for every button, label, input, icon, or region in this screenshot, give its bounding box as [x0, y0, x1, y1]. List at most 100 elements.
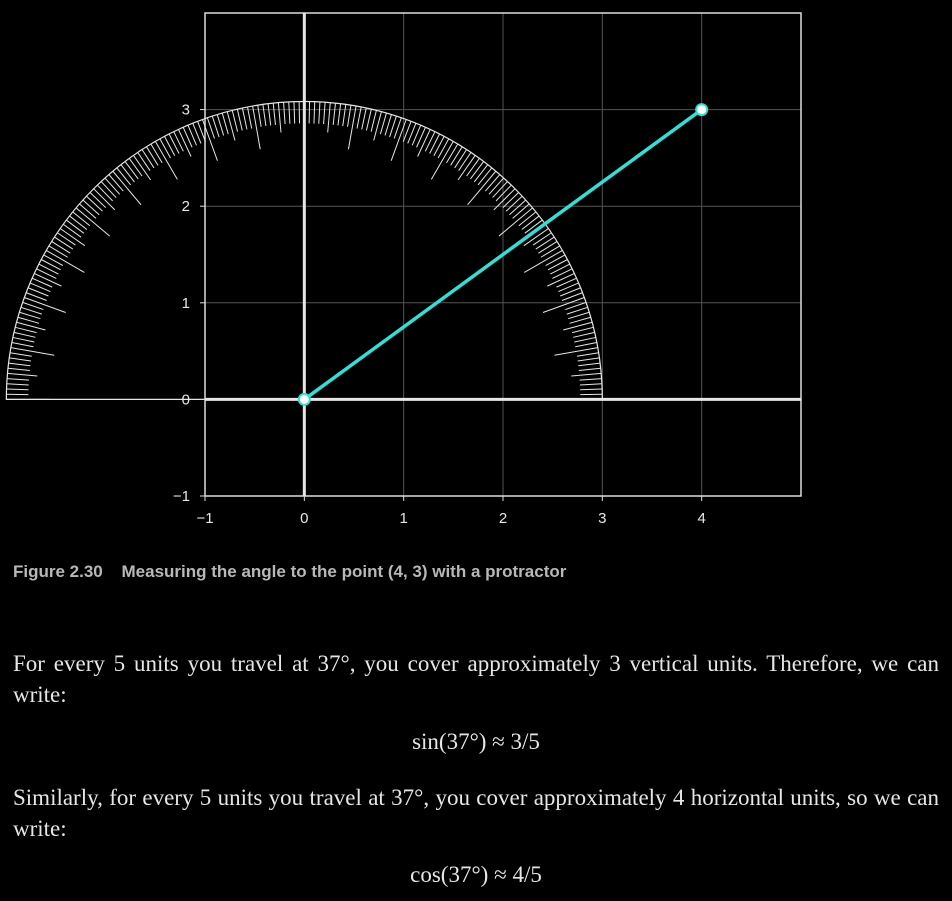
protractor-tick	[211, 115, 220, 138]
protractor-tick	[402, 121, 412, 142]
protractor-tick	[15, 326, 37, 334]
protractor-tick	[571, 372, 602, 377]
protractor-tick	[558, 282, 579, 293]
protractor-tick	[89, 192, 107, 209]
protractor-tick	[457, 155, 476, 181]
protractor-tick	[430, 141, 454, 180]
protractor-tick	[342, 104, 347, 127]
protractor-tick	[524, 249, 563, 273]
protractor-tick	[556, 277, 577, 288]
protractor-tick	[347, 104, 352, 127]
protractor-tick	[332, 102, 336, 125]
protractor-tick	[11, 342, 34, 348]
x-tick-label: 1	[399, 510, 407, 527]
protractor-tick	[38, 263, 59, 275]
protractor-tick	[141, 149, 155, 169]
protractor-outline	[5, 101, 603, 400]
protractor-tick	[458, 152, 472, 171]
protractor-tick	[356, 106, 362, 129]
protractor-tick	[389, 115, 397, 138]
protractor-tick	[46, 249, 85, 273]
protractor-tick	[236, 108, 243, 131]
protractor-tick	[361, 107, 367, 130]
protractor-tick	[246, 106, 253, 129]
paragraph-horizontal: Similarly, for every 5 units you travel …	[13, 785, 939, 841]
protractor-tick	[20, 306, 42, 315]
protractor-tick	[554, 347, 598, 356]
y-tick-label: 0	[182, 391, 190, 408]
protractor-tick	[124, 161, 139, 180]
protractor-tick	[466, 158, 480, 177]
protractor-tick	[25, 292, 47, 301]
x-tick-label: 2	[499, 510, 507, 527]
protractor-tick	[492, 181, 508, 198]
protractor-tick	[524, 219, 543, 234]
protractor-tick	[477, 167, 493, 186]
protractor-tick	[574, 336, 596, 343]
x-tick-label: 0	[300, 510, 308, 527]
protractor-tick	[437, 138, 450, 159]
protractor-tick	[59, 228, 86, 247]
protractor-tick	[128, 158, 143, 177]
protractor-tick	[563, 321, 593, 331]
protractor-tick	[566, 306, 588, 315]
figure-number: Figure 2.30	[13, 562, 103, 581]
protractor-tick	[446, 143, 459, 164]
protractor-tick	[347, 105, 357, 150]
protractor-tick	[267, 103, 272, 126]
protractor-tick	[498, 207, 533, 237]
protractor-tick	[43, 254, 64, 267]
protractor-tick	[318, 101, 321, 124]
protractor-tick	[66, 219, 85, 234]
protractor-tick	[57, 232, 76, 246]
protractor-tick	[62, 223, 82, 238]
figure: −1 0 1 2 3 4 −1 0 1 2 3	[5, 12, 802, 527]
protractor-tick	[221, 112, 229, 135]
protractor-tick	[379, 112, 387, 135]
protractor-tick	[384, 114, 392, 136]
protractor-tick	[365, 108, 372, 131]
protractor-tick	[6, 383, 29, 386]
protractor-tick	[538, 241, 558, 254]
protractor-tick	[293, 101, 296, 124]
protractor-tick	[96, 184, 113, 202]
protractor-tick	[542, 297, 585, 313]
protractor-tick	[288, 101, 291, 124]
protractor-tick	[72, 211, 91, 227]
protractor-tick	[116, 167, 132, 186]
protractor-tick	[132, 155, 152, 181]
protractor-tick	[572, 326, 594, 334]
protractor-tick	[429, 133, 441, 154]
protractor-tick	[22, 301, 44, 311]
protractor-tick	[108, 174, 124, 192]
protractor-tick	[201, 119, 218, 161]
protractor-tick	[177, 129, 192, 157]
protractor-tick	[561, 292, 583, 301]
protractor-tick	[29, 282, 51, 293]
protractor-tick	[550, 263, 571, 275]
protractor-tick	[231, 110, 239, 132]
x-tick-label: 4	[697, 510, 705, 527]
protractor-tick	[283, 102, 286, 125]
protractor-tick	[27, 287, 49, 297]
protractor-tick	[416, 126, 426, 148]
protractor-tick	[518, 211, 537, 227]
protractor-tick	[24, 297, 66, 313]
y-tick-label: −1	[173, 488, 190, 505]
protractor-tick	[100, 181, 117, 198]
protractor-tick	[424, 131, 436, 152]
protractor-tick	[433, 136, 445, 156]
protractor-tick	[547, 259, 568, 271]
protractor-tick	[6, 388, 29, 391]
protractor-tick	[54, 236, 74, 250]
protractor-tick	[9, 352, 32, 357]
protractor-tick	[580, 388, 603, 391]
protractor-tick	[575, 342, 597, 348]
protractor-tick	[540, 245, 561, 258]
vector-line	[303, 108, 703, 401]
protractor-tick	[187, 124, 197, 146]
protractor-tick	[226, 111, 236, 141]
protractor-tick	[7, 378, 30, 381]
protractor-tick	[216, 114, 225, 136]
protractor-tick	[417, 129, 431, 157]
